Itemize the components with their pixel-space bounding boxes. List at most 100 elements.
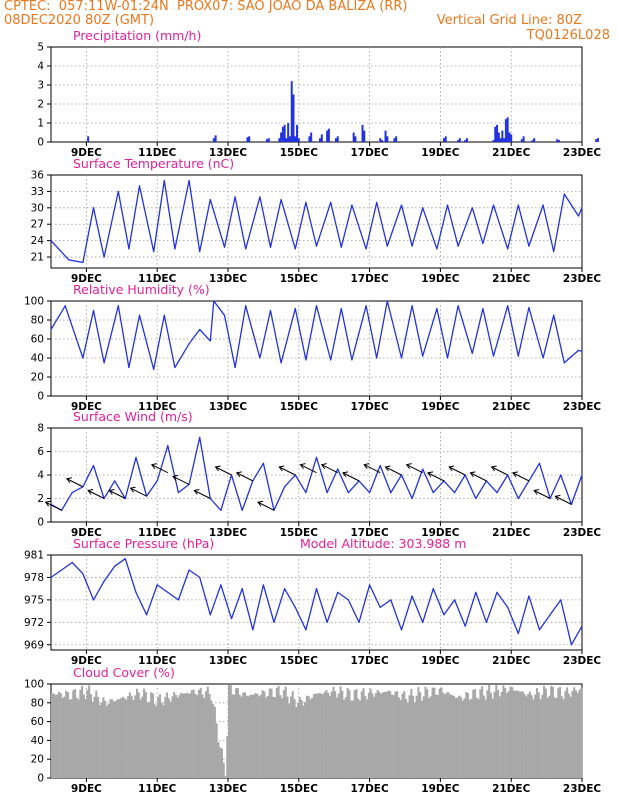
wind-arrow-head	[469, 471, 476, 478]
temp-point	[82, 261, 84, 264]
cloud-cover-column	[89, 694, 93, 778]
cloud-cover-column	[530, 695, 533, 778]
precip-bar	[520, 139, 523, 142]
cloud-cover-column	[219, 747, 222, 778]
wind-arrow-head	[278, 465, 285, 472]
wind-xtick-label: 15DEC	[280, 527, 319, 539]
cloud-cover-column	[330, 691, 333, 778]
cloud-cover-column	[571, 691, 574, 778]
cloud-cover-column	[401, 693, 404, 778]
wind-point	[156, 480, 158, 482]
pres-ytick-label: 972	[24, 617, 44, 629]
cloud-cover-column	[479, 689, 482, 778]
precip-bar	[334, 138, 337, 142]
cloud-cover-column	[535, 688, 539, 778]
temp-xtick-label: 19DEC	[421, 273, 460, 285]
temp-point	[315, 245, 318, 247]
precip-bar	[503, 138, 506, 142]
cloud-cover-column	[380, 693, 383, 778]
cloud-cover-column	[166, 692, 169, 778]
precip-bar	[557, 140, 560, 142]
cloud-cover-column	[394, 691, 397, 778]
rh-point	[330, 359, 332, 361]
pres-xtick-label: 15DEC	[280, 655, 319, 667]
wind-arrow-head	[533, 489, 540, 495]
rh-point	[245, 305, 247, 307]
wind-point	[538, 462, 541, 464]
cloud-cover-column	[52, 693, 55, 778]
cloud-cover-column	[231, 694, 234, 778]
cloud-cover-column	[243, 692, 246, 778]
precip-xtick-label: 13DEC	[209, 147, 248, 159]
cloud-cover-column	[566, 687, 569, 778]
cloud-cover-column	[222, 762, 225, 778]
cloud-cover-column	[189, 693, 192, 778]
temp-ytick-label: 27	[31, 219, 44, 231]
cloud-cover-column	[158, 694, 162, 778]
cloud-cover-column	[431, 687, 434, 778]
cloud-cover-column	[424, 686, 427, 778]
temp-point	[507, 248, 509, 250]
temp-point	[259, 196, 261, 198]
rh-point	[138, 314, 141, 316]
wind-point	[379, 465, 381, 467]
pres-point	[369, 584, 371, 586]
cloud-cover-column	[242, 692, 245, 778]
cloud-cover-column	[323, 691, 326, 778]
cloud-cover-column	[321, 694, 324, 778]
cloud-cover-column	[486, 690, 489, 778]
temp-ytick-label: 24	[31, 235, 45, 247]
cloud-cover-column	[151, 693, 154, 778]
precip-bar	[265, 139, 268, 142]
rh-point	[471, 352, 473, 354]
cloud-cover-column	[77, 699, 80, 778]
precip-bar	[326, 130, 329, 142]
pres-point	[294, 606, 296, 608]
wind-arrow-head	[193, 489, 200, 495]
cloud-cover-column	[339, 686, 342, 778]
pres-point	[135, 591, 137, 594]
temp-point	[294, 248, 296, 250]
rh-point	[386, 300, 388, 302]
pres-frame	[50, 554, 583, 651]
temp-series-line	[50, 179, 583, 264]
precip-bar	[290, 81, 293, 142]
cloud-cover-column	[288, 703, 291, 778]
cloud-cover-column	[537, 692, 540, 778]
cloud-cover-column	[277, 685, 280, 778]
precip-bar	[87, 136, 90, 142]
wind-ytick-label: 2	[37, 493, 44, 505]
cloud-cover-column	[334, 691, 337, 778]
precip-bar	[458, 138, 461, 142]
temp-xtick-label: 21DEC	[492, 273, 531, 285]
precip-bar	[292, 94, 295, 142]
cloud-cover-column	[150, 692, 153, 778]
wind-ytick-label: 4	[37, 470, 44, 482]
cloud-title: Cloud Cover (%)	[73, 665, 175, 680]
cloud-cover-column	[456, 697, 459, 778]
cloud-cover-column	[520, 691, 523, 778]
cloud-cover-column	[413, 702, 416, 778]
cloud-cover-column	[445, 692, 448, 778]
wind-arrow-head	[512, 471, 518, 478]
cloud-cover-column	[293, 699, 296, 778]
cloud-cover-column	[281, 698, 284, 778]
cloud-cover-column	[249, 694, 252, 778]
temp-point	[446, 204, 449, 206]
cloud-cover-column	[226, 736, 229, 778]
cloud-cover-column	[259, 694, 262, 778]
temp-point	[128, 248, 130, 250]
rh-point	[103, 362, 105, 364]
temp-point	[471, 207, 473, 209]
temp-point	[305, 201, 307, 203]
wind-xtick-label: 9DEC	[71, 527, 102, 539]
wind-xtick-label: 17DEC	[350, 527, 389, 539]
temp-point	[386, 245, 388, 247]
cloud-cover-column	[507, 691, 510, 778]
cloud-cover-column	[348, 690, 351, 778]
cloud-cover-column	[557, 688, 560, 778]
pres-point	[347, 599, 349, 601]
cloud-cover-column	[459, 696, 462, 778]
cloud-cover-column	[169, 701, 172, 778]
